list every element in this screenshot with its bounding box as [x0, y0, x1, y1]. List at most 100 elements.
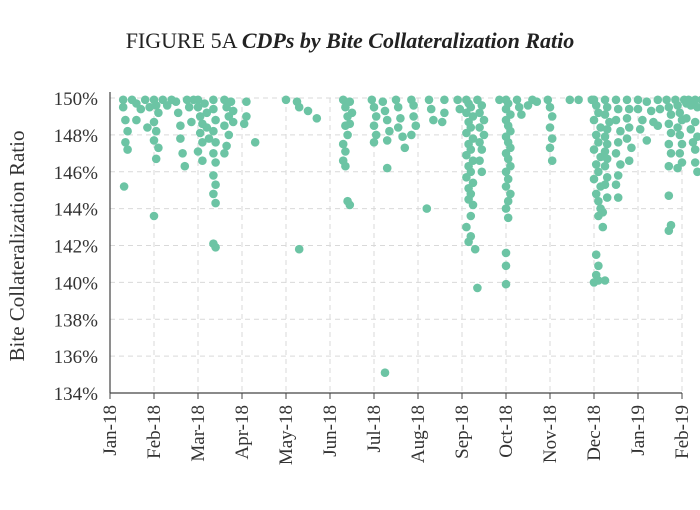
data-point	[666, 149, 676, 158]
data-point	[338, 139, 348, 149]
data-point	[594, 261, 603, 271]
data-point	[600, 180, 610, 189]
data-point	[600, 161, 610, 171]
data-point	[341, 161, 350, 171]
data-point	[611, 95, 621, 105]
data-point	[369, 121, 379, 130]
data-point	[479, 130, 489, 140]
data-point	[378, 97, 388, 106]
data-point	[675, 130, 685, 140]
data-point	[369, 138, 379, 147]
data-point	[501, 167, 511, 177]
data-point	[380, 106, 390, 116]
data-point	[180, 161, 190, 171]
data-point	[624, 123, 634, 132]
x-tick-label: Feb-18	[144, 405, 165, 459]
data-point	[627, 143, 636, 153]
y-tick-label: 136%	[54, 347, 99, 368]
data-point	[398, 132, 407, 141]
data-point	[211, 198, 220, 208]
data-point	[638, 115, 647, 125]
data-point	[475, 138, 484, 147]
data-point	[468, 200, 478, 210]
data-point	[589, 115, 599, 125]
x-tick-label: Sep-18	[452, 405, 473, 459]
data-point	[675, 149, 685, 158]
data-point	[673, 163, 682, 173]
data-point	[545, 123, 555, 132]
data-point	[382, 163, 392, 173]
data-point	[602, 125, 612, 134]
data-point	[503, 154, 513, 164]
data-point	[501, 204, 511, 213]
data-point	[646, 106, 656, 116]
data-point	[682, 114, 691, 123]
data-point	[226, 97, 236, 106]
data-point	[613, 171, 623, 180]
data-point	[121, 138, 130, 147]
data-point	[600, 132, 610, 141]
data-point	[677, 139, 687, 149]
data-point	[664, 161, 674, 171]
data-point	[173, 108, 183, 118]
data-point	[198, 138, 207, 147]
data-point	[664, 139, 674, 149]
data-point	[495, 95, 504, 105]
data-point	[547, 112, 557, 121]
data-point	[596, 123, 605, 132]
data-point	[200, 99, 209, 108]
data-point	[121, 115, 130, 125]
x-tick-label: Jul-18	[364, 405, 385, 453]
data-point	[220, 95, 229, 105]
data-point	[466, 211, 476, 221]
data-point	[693, 132, 700, 141]
data-point	[195, 128, 205, 138]
data-point	[149, 136, 159, 145]
data-point	[202, 123, 212, 132]
data-point	[385, 126, 394, 136]
x-tick-label: Jun-18	[320, 405, 341, 457]
data-point	[589, 278, 599, 287]
data-point	[512, 95, 522, 105]
data-point	[171, 97, 181, 106]
data-point	[343, 130, 352, 140]
data-point	[600, 110, 610, 119]
data-point	[281, 95, 291, 105]
data-point	[624, 104, 634, 114]
data-point	[369, 102, 379, 112]
data-point	[411, 121, 421, 130]
data-point	[462, 173, 471, 182]
data-point	[393, 102, 403, 112]
data-point	[686, 125, 696, 134]
data-point	[602, 193, 612, 202]
data-point	[613, 193, 623, 202]
data-point	[605, 117, 614, 127]
data-point	[193, 147, 203, 156]
x-tick-label: Jan-18	[100, 405, 121, 456]
data-point	[118, 102, 128, 112]
data-point	[690, 158, 700, 167]
data-point	[187, 117, 196, 127]
y-tick-label: 148%	[54, 126, 99, 147]
data-point	[594, 108, 603, 118]
data-point	[409, 112, 418, 121]
data-point	[382, 115, 392, 125]
data-point	[616, 160, 625, 169]
data-point	[209, 126, 218, 136]
data-point	[589, 174, 599, 184]
x-tick-label: Dec-18	[584, 405, 605, 461]
data-point	[209, 149, 218, 158]
data-point	[380, 368, 390, 378]
data-point	[598, 222, 608, 232]
data-point	[294, 102, 304, 112]
data-point	[664, 226, 674, 235]
data-point	[198, 156, 207, 165]
data-point	[602, 139, 612, 149]
figure-title: FIGURE 5A CDPs by Bite Collateralization…	[0, 28, 700, 54]
data-point	[154, 108, 163, 118]
data-point	[409, 101, 418, 110]
data-point	[455, 104, 465, 114]
data-point	[600, 95, 610, 105]
data-point	[462, 108, 471, 118]
